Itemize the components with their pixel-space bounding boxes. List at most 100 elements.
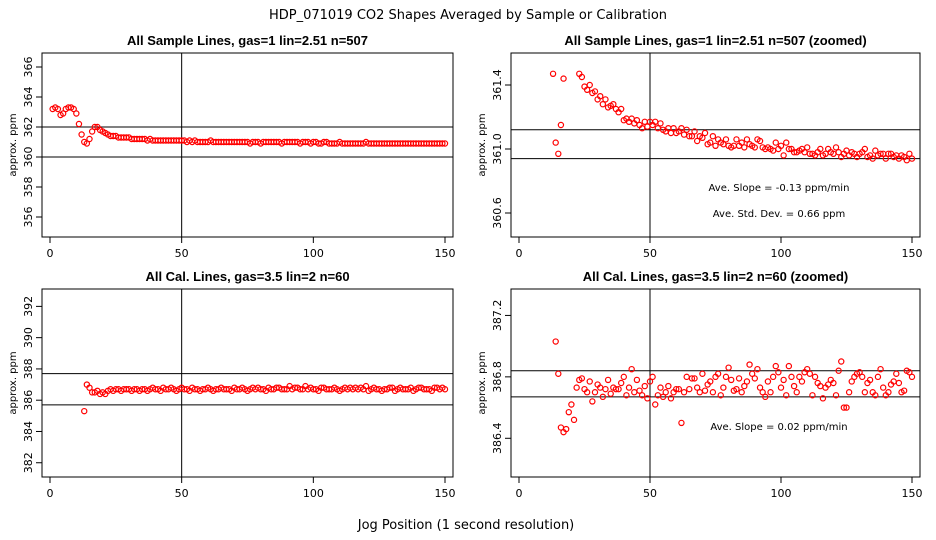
data-point: [589, 398, 596, 405]
data-point: [555, 150, 562, 157]
data-point: [709, 389, 717, 396]
data-point: [615, 385, 622, 393]
x-tick-label: 100: [771, 487, 792, 500]
data-point: [88, 128, 96, 135]
data-point: [680, 389, 688, 396]
data-point: [70, 105, 77, 113]
data-point: [612, 385, 620, 393]
y-tick-label: 388: [22, 358, 35, 379]
data-point: [652, 401, 659, 408]
panel-title: All Sample Lines, gas=1 lin=2.51 n=507: [127, 33, 368, 48]
data-point: [838, 358, 845, 365]
data-point: [775, 369, 782, 376]
y-tick-label: 386.4: [491, 423, 504, 455]
data-point: [885, 389, 892, 396]
data-point: [830, 379, 837, 387]
data-point: [879, 384, 887, 391]
data-point: [617, 379, 625, 387]
data-point: [754, 365, 761, 373]
data-point: [73, 110, 80, 117]
plot-frame: [41, 52, 454, 238]
data-point: [804, 144, 811, 151]
data-point: [602, 96, 609, 103]
data-point: [281, 386, 288, 393]
data-point: [835, 367, 842, 374]
data-point: [861, 389, 869, 396]
data-point: [578, 375, 586, 382]
data-point: [798, 378, 806, 385]
x-tick-label: 50: [175, 487, 189, 500]
data-point: [362, 382, 370, 390]
y-tick-label: 361.4: [491, 69, 504, 101]
data-point: [741, 382, 748, 390]
data-point: [657, 120, 664, 127]
y-axis-label: approx. ppm: [8, 113, 19, 176]
data-point: [683, 126, 690, 134]
data-point: [649, 373, 656, 381]
data-point: [859, 373, 866, 381]
data-point: [788, 373, 795, 381]
y-tick-label: 382: [22, 452, 35, 473]
panel-top-right: All Sample Lines, gas=1 lin=2.51 n=507 (…: [477, 33, 923, 260]
data-point: [785, 145, 793, 153]
panel-title: All Cal. Lines, gas=3.5 lin=2 n=60 (zoom…: [583, 269, 849, 284]
annotation-text: Ave. Slope = -0.13 ppm/min: [709, 183, 850, 194]
y-axis-label: approx. ppm: [477, 113, 488, 176]
data-point: [565, 408, 572, 416]
data-point: [804, 365, 811, 373]
y-tick-label: 356: [22, 207, 35, 228]
data-point: [597, 92, 604, 100]
data-point: [670, 124, 677, 132]
data-point: [843, 404, 850, 411]
data-point: [610, 100, 617, 108]
plot-frame: [41, 288, 454, 478]
x-tick-label: 100: [771, 247, 792, 260]
data-point: [83, 140, 91, 147]
data-point: [586, 378, 593, 385]
data-point: [568, 401, 575, 408]
x-tick-label: 0: [516, 247, 523, 260]
data-point: [777, 142, 785, 149]
data-point: [874, 373, 882, 381]
x-tick-label: 100: [303, 247, 324, 260]
x-tick-label: 0: [516, 487, 523, 500]
data-point: [707, 378, 714, 385]
data-point: [604, 376, 612, 384]
data-point: [872, 392, 879, 399]
data-point: [748, 370, 756, 377]
data-point: [570, 416, 578, 424]
data-point: [796, 373, 803, 381]
data-point: [756, 137, 764, 145]
x-tick-label: 150: [902, 487, 923, 500]
data-point: [699, 370, 706, 377]
data-point: [759, 389, 766, 396]
data-point: [688, 375, 696, 382]
data-point: [728, 376, 735, 384]
data-point: [644, 395, 651, 402]
x-tick-label: 150: [435, 487, 456, 500]
y-axis-label: approx. ppm: [477, 351, 488, 414]
data-point: [686, 385, 693, 393]
y-tick-label: 386.8: [491, 361, 504, 393]
y-tick-label: 358: [22, 177, 35, 198]
data-point: [552, 338, 559, 345]
data-point: [741, 144, 748, 151]
data-point: [707, 139, 714, 146]
data-point: [599, 393, 607, 401]
data-point: [591, 389, 599, 396]
data-point: [628, 365, 635, 373]
data-point: [583, 389, 591, 396]
data-point: [638, 392, 646, 399]
data-point: [893, 370, 900, 377]
data-point: [617, 105, 625, 113]
data-point: [769, 373, 777, 381]
data-point: [751, 144, 759, 151]
x-tick-label: 100: [303, 487, 324, 500]
panel-top-left: All Sample Lines, gas=1 lin=2.51 n=507 0 5…: [8, 33, 456, 260]
data-point: [667, 395, 675, 402]
data-point: [691, 375, 698, 382]
data-point: [735, 375, 743, 382]
y-tick-label: 386: [22, 390, 35, 411]
data-point: [783, 392, 790, 399]
data-point: [882, 155, 890, 162]
